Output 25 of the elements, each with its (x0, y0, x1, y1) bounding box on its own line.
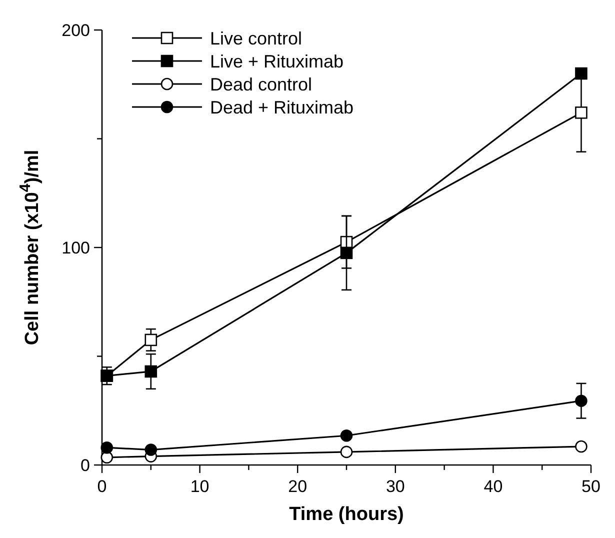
legend-label: Live control (210, 28, 302, 48)
y-tick-label: 100 (62, 238, 90, 258)
point (144, 334, 158, 346)
x-tick-label: 20 (288, 477, 308, 496)
legend-label: Live + Rituximab (210, 51, 344, 72)
point (144, 365, 158, 378)
point (144, 444, 158, 456)
y-tick-label: 200 (62, 20, 90, 40)
point (340, 446, 353, 458)
point (100, 441, 114, 454)
legend-label: Dead control (210, 74, 312, 94)
x-tick-label: 30 (386, 477, 405, 496)
point (340, 246, 353, 260)
y-tick-label: 0 (80, 456, 90, 475)
legend-label: Dead + Rituximab (210, 97, 354, 118)
x-tick-label: 10 (190, 477, 210, 496)
x-tick-label: 0 (97, 477, 107, 496)
x-tick-label: 40 (484, 477, 503, 496)
point (575, 67, 588, 80)
x-axis-title: Time (hours) (289, 504, 404, 525)
point (340, 429, 353, 442)
point (575, 106, 588, 119)
point (575, 440, 588, 453)
point (575, 394, 588, 407)
x-tick-label: 50 (582, 477, 600, 496)
